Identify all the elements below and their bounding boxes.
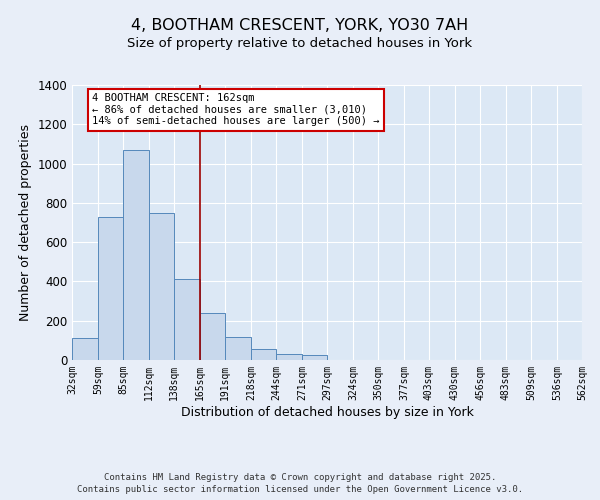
Text: 4 BOOTHAM CRESCENT: 162sqm
← 86% of detached houses are smaller (3,010)
14% of s: 4 BOOTHAM CRESCENT: 162sqm ← 86% of deta… [92, 93, 380, 126]
Bar [251, 349, 276, 360]
Text: 4, BOOTHAM CRESCENT, YORK, YO30 7AH: 4, BOOTHAM CRESCENT, YORK, YO30 7AH [131, 18, 469, 32]
Bar [225, 338, 251, 360]
Bar [174, 280, 200, 360]
Text: Contains public sector information licensed under the Open Government Licence v3: Contains public sector information licen… [77, 485, 523, 494]
Text: Size of property relative to detached houses in York: Size of property relative to detached ho… [127, 38, 473, 51]
Text: Contains HM Land Registry data © Crown copyright and database right 2025.: Contains HM Land Registry data © Crown c… [104, 472, 496, 482]
Bar [72, 338, 98, 360]
Bar [98, 216, 123, 360]
X-axis label: Distribution of detached houses by size in York: Distribution of detached houses by size … [181, 406, 473, 418]
Bar [123, 150, 149, 360]
Y-axis label: Number of detached properties: Number of detached properties [19, 124, 32, 321]
Bar [276, 354, 302, 360]
Bar [200, 313, 225, 360]
Bar [302, 355, 327, 360]
Bar [149, 212, 174, 360]
